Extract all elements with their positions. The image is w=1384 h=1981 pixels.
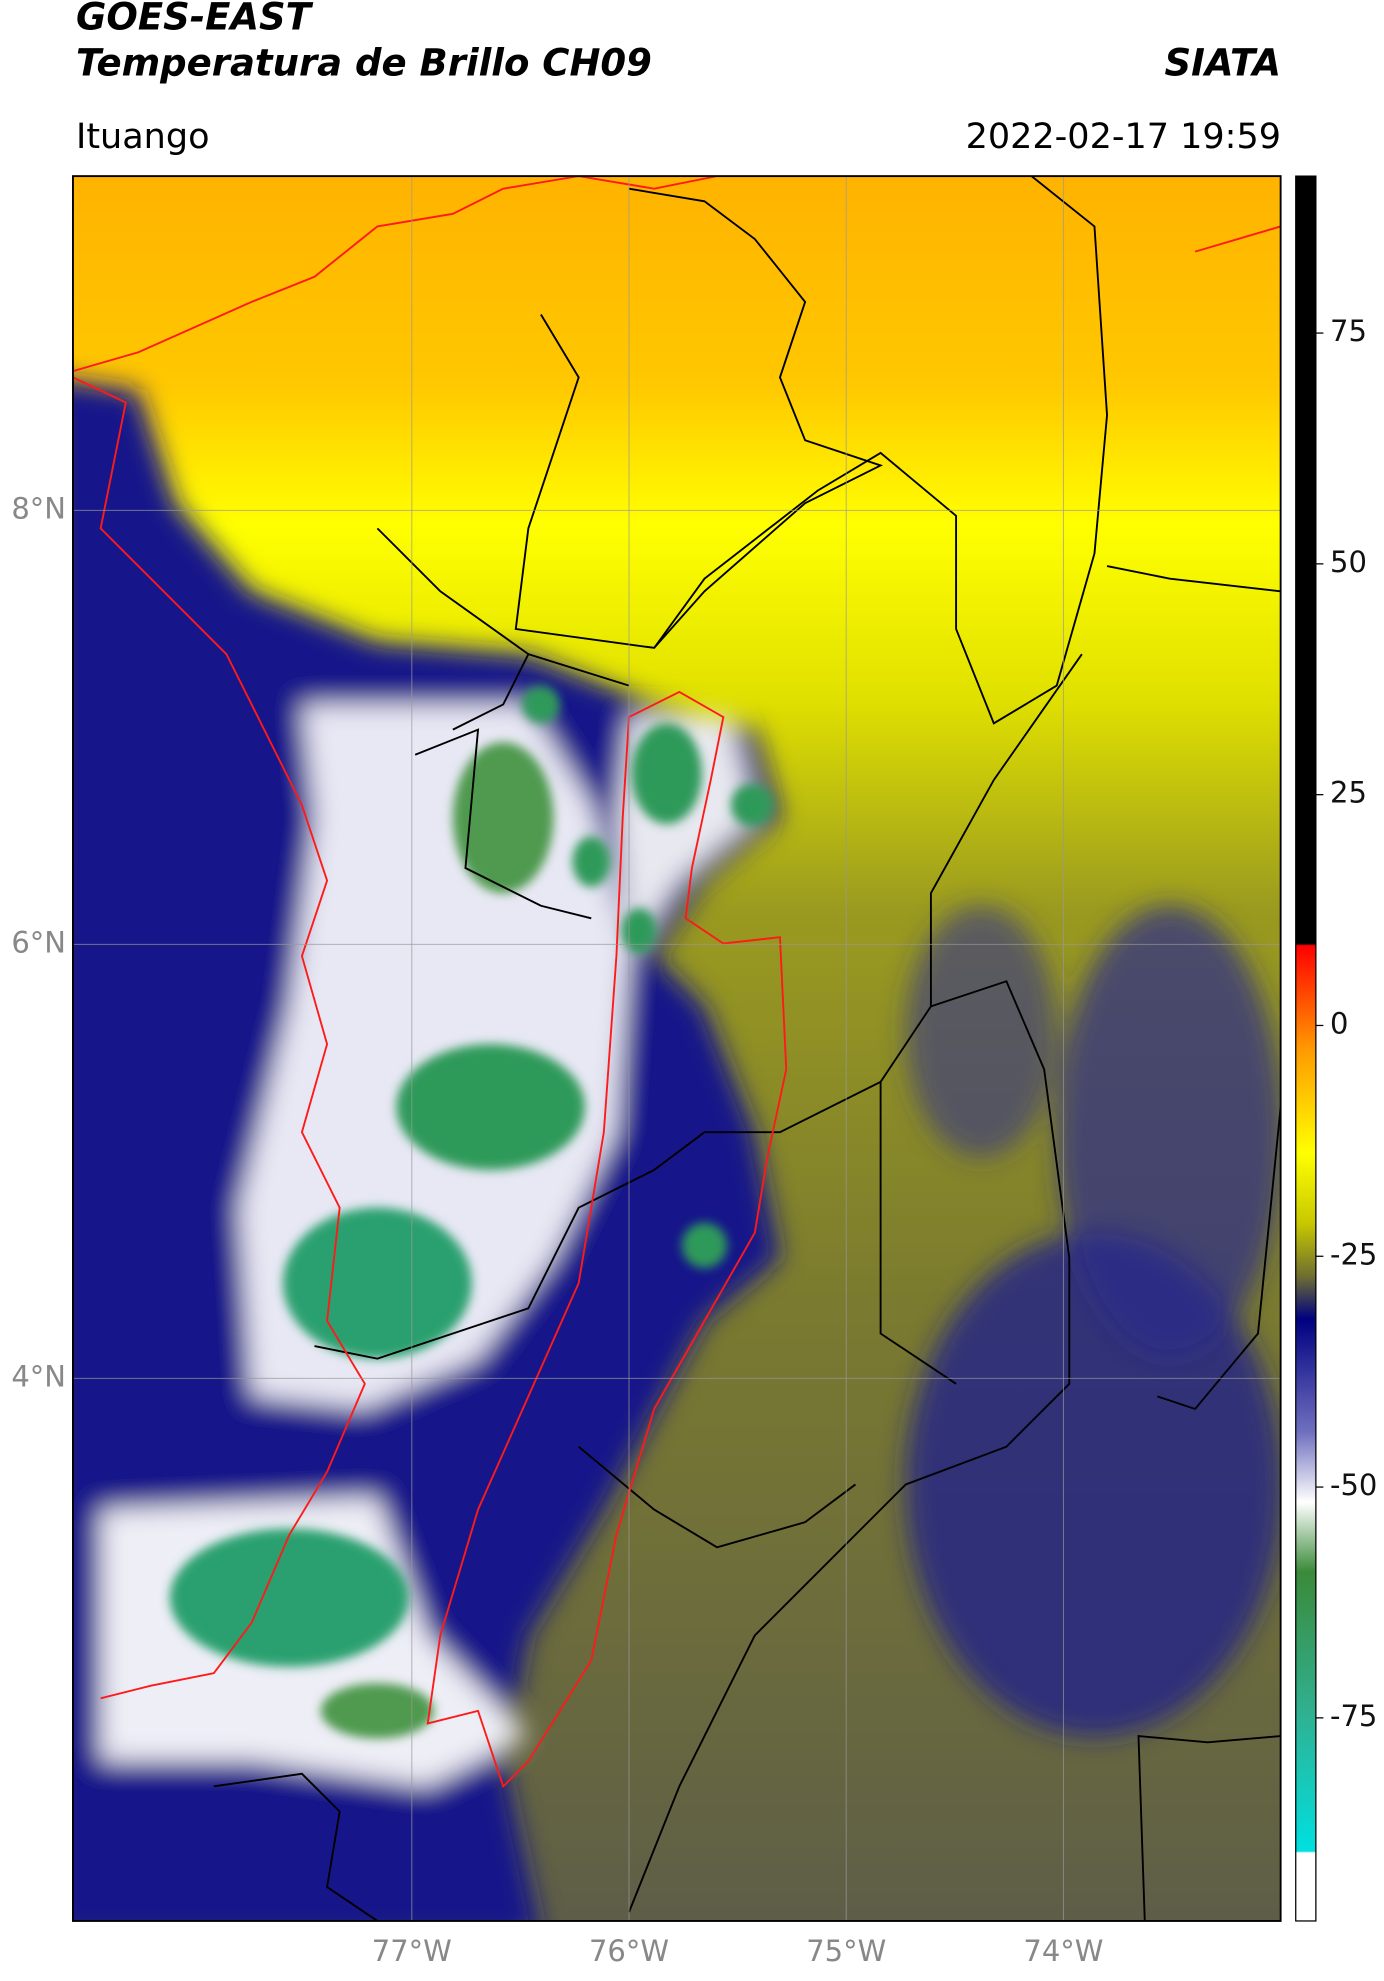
colorbar-tick-label: 75 bbox=[1330, 314, 1367, 348]
title: GOES-EAST bbox=[76, 0, 314, 39]
map bbox=[72, 175, 1324, 1922]
x-tick-label: 74°W bbox=[1023, 1934, 1103, 1968]
grid bbox=[72, 176, 1324, 1921]
colorbar-tick-label: -50 bbox=[1330, 1468, 1377, 1502]
y-tick-label: 6°N bbox=[11, 925, 66, 959]
region-outline bbox=[72, 176, 1281, 1789]
borders bbox=[213, 176, 1281, 1921]
colorbar-tick-label: 50 bbox=[1330, 545, 1367, 579]
brand: SIATA bbox=[1164, 42, 1281, 85]
subtitle: Temperatura de Brillo CH09 bbox=[76, 42, 652, 85]
colorbar bbox=[1295, 175, 1317, 1922]
colorbar-tick-label: 25 bbox=[1330, 776, 1367, 810]
location: Ituango bbox=[76, 117, 210, 157]
y-tick-label: 4°N bbox=[11, 1359, 66, 1393]
x-tick-label: 77°W bbox=[372, 1934, 452, 1968]
map-frame bbox=[72, 175, 1282, 1922]
satellite-image bbox=[72, 176, 1281, 1921]
labels: 77°W 76°W 75°W 74°W 4°N 6°N 8°N -75 -50 -25 0 25 50 7… bbox=[11, 314, 1377, 1968]
colorbar-tick-label: 0 bbox=[1330, 1006, 1348, 1040]
colorbar-tick-label: -75 bbox=[1330, 1699, 1377, 1733]
x-tick-label: 75°W bbox=[806, 1934, 886, 1968]
colorbar-tick-label: -25 bbox=[1330, 1237, 1377, 1271]
x-tick-label: 76°W bbox=[589, 1934, 669, 1968]
timestamp: 2022-02-17 19:59 bbox=[966, 117, 1281, 157]
y-tick-label: 8°N bbox=[11, 491, 66, 525]
